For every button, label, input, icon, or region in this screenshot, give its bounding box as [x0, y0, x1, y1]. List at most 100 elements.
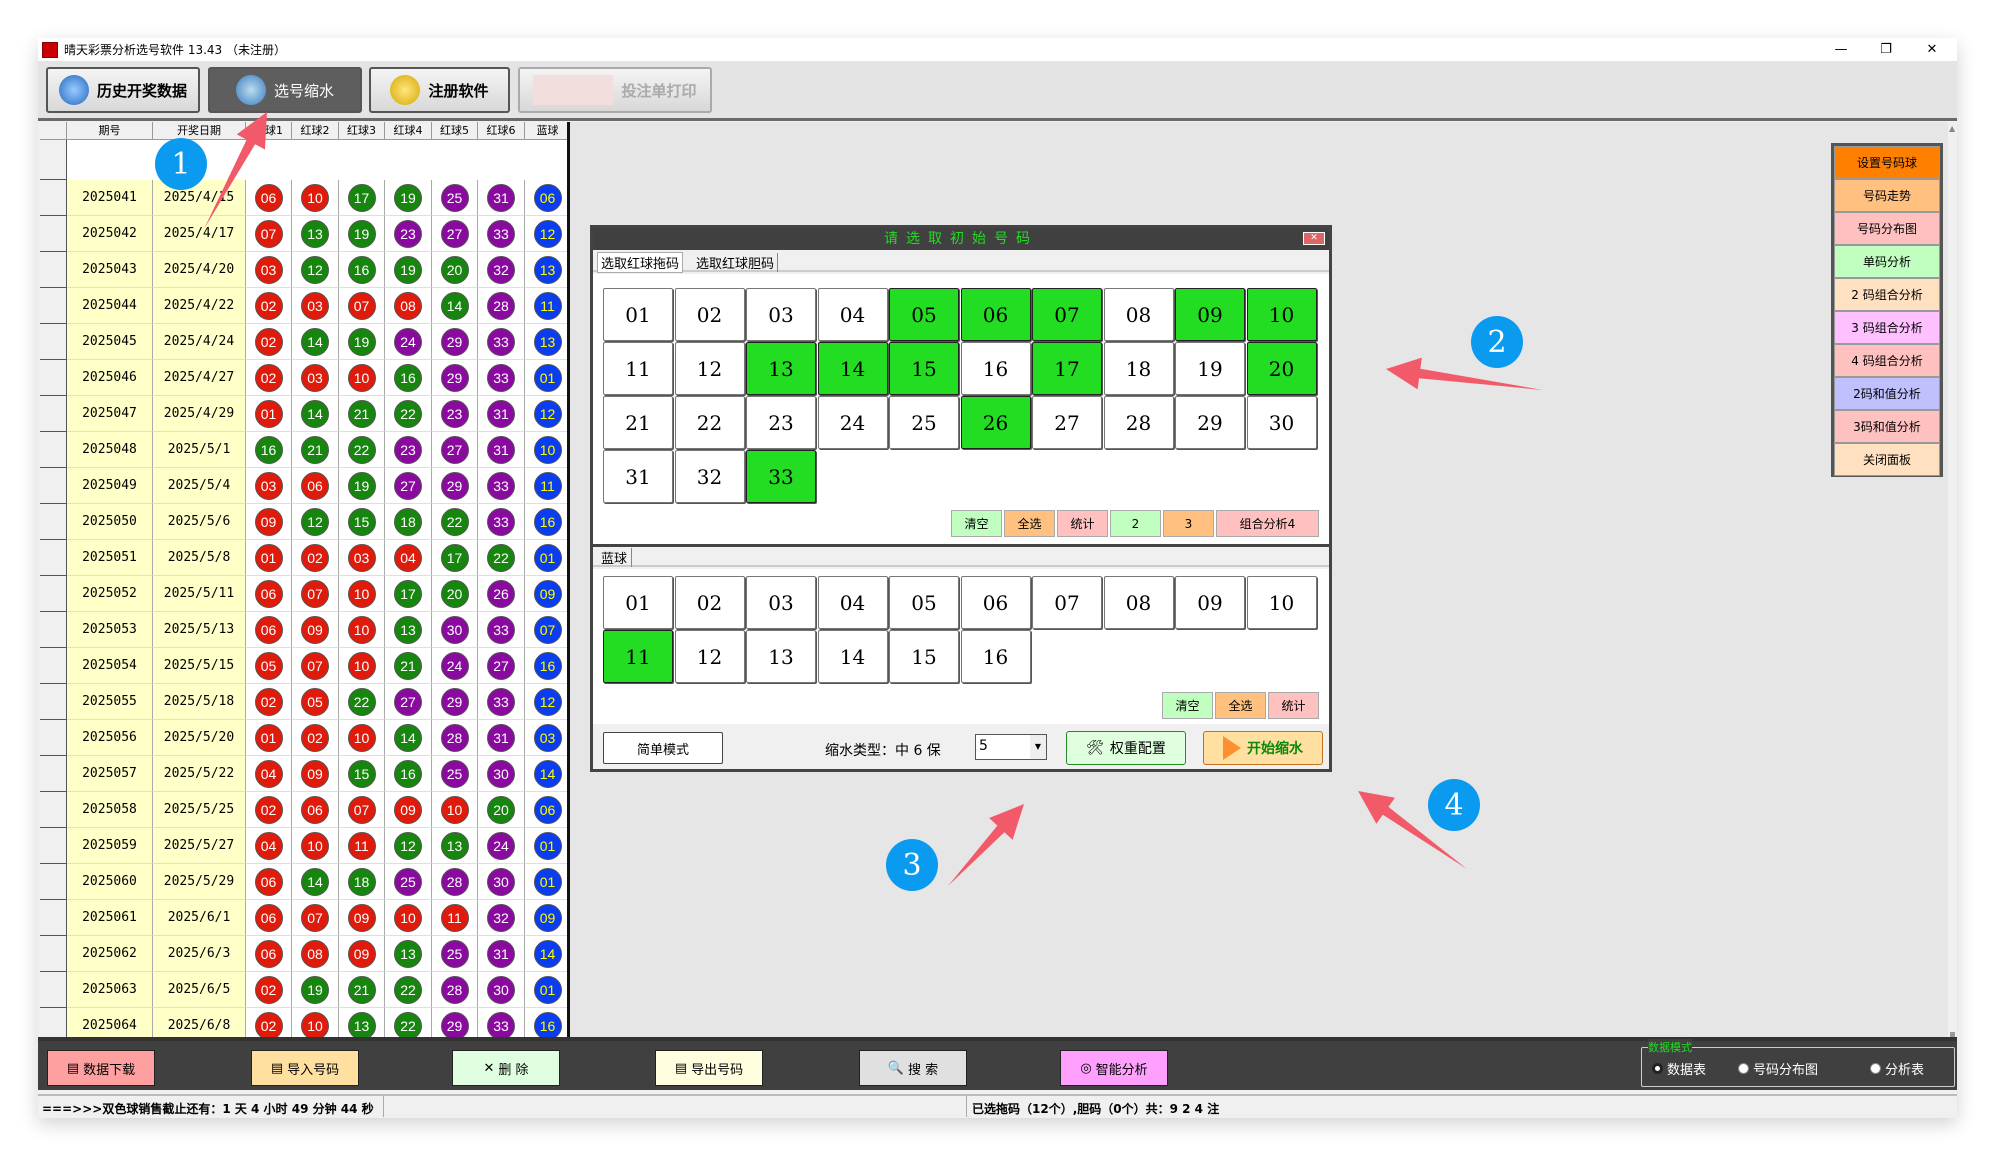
panel-button-0[interactable]: 设置号码球 [1834, 146, 1940, 179]
panel-button-1[interactable]: 号码走势 [1834, 179, 1940, 212]
data-mode-radio-1[interactable]: 号码分布图 [1738, 1059, 1818, 1078]
row-header[interactable] [40, 432, 67, 468]
tab-red-bank[interactable]: 选取红球胆码 [693, 253, 779, 272]
start-shrink-button[interactable]: 开始缩水 [1203, 731, 1323, 765]
blue-number-button[interactable]: 11 [603, 630, 673, 683]
red-number-button[interactable]: 15 [889, 342, 959, 395]
red-number-button[interactable]: 14 [817, 342, 888, 395]
blue-action-button[interactable]: 全选 [1215, 692, 1266, 719]
red-number-button[interactable]: 29 [1175, 396, 1245, 449]
red-action-button[interactable]: 统计 [1057, 510, 1108, 537]
panel-button-2[interactable]: 号码分布图 [1834, 212, 1940, 245]
red-number-button[interactable]: 09 [1175, 288, 1245, 341]
red-number-button[interactable]: 27 [1032, 396, 1102, 449]
radio-icon[interactable] [1870, 1063, 1881, 1074]
red-number-button[interactable]: 21 [603, 396, 673, 449]
row-header[interactable] [40, 612, 67, 648]
toolbar-button-1[interactable]: 选号缩水 [208, 67, 362, 113]
row-header[interactable] [40, 540, 67, 576]
blue-number-button[interactable]: 12 [674, 630, 745, 683]
bottom-button-0[interactable]: ▤ 数据下载 [47, 1050, 155, 1086]
red-action-button[interactable]: 清空 [951, 510, 1002, 537]
red-number-button[interactable]: 23 [746, 396, 816, 449]
red-number-button[interactable]: 05 [889, 288, 959, 341]
red-number-button[interactable]: 13 [746, 342, 816, 395]
row-header[interactable] [40, 900, 67, 936]
column-header[interactable]: 红球4 [385, 122, 432, 140]
data-mode-radio-2[interactable]: 分析表 [1870, 1059, 1924, 1078]
row-header[interactable] [40, 972, 67, 1008]
blue-action-button[interactable]: 统计 [1268, 692, 1319, 719]
red-number-button[interactable]: 28 [1103, 396, 1174, 449]
column-header[interactable]: 开奖日期 [153, 122, 246, 140]
red-number-button[interactable]: 01 [603, 288, 673, 341]
bottom-button-2[interactable]: ✕ 删 除 [452, 1050, 560, 1086]
row-header[interactable] [40, 684, 67, 720]
data-mode-radio-0[interactable]: 数据表 [1652, 1059, 1706, 1078]
panel-button-9[interactable]: 关闭面板 [1834, 443, 1940, 476]
shrink-value-select[interactable]: 5 ▼ [975, 734, 1047, 760]
blue-number-button[interactable]: 09 [1175, 576, 1245, 629]
red-number-button[interactable]: 18 [1103, 342, 1174, 395]
red-number-button[interactable]: 16 [960, 342, 1031, 395]
radio-icon[interactable] [1738, 1063, 1749, 1074]
blue-number-button[interactable]: 06 [960, 576, 1031, 629]
row-header[interactable] [40, 324, 67, 360]
red-action-button[interactable]: 2 [1110, 510, 1161, 537]
red-action-button[interactable]: 3 [1163, 510, 1214, 537]
blue-number-button[interactable]: 08 [1103, 576, 1174, 629]
row-header[interactable] [40, 792, 67, 828]
red-number-button[interactable]: 32 [674, 450, 745, 503]
red-action-button[interactable]: 组合分析4 [1216, 510, 1319, 537]
red-number-button[interactable]: 22 [674, 396, 745, 449]
red-number-button[interactable]: 07 [1032, 288, 1102, 341]
red-number-button[interactable]: 04 [817, 288, 888, 341]
simple-mode-button[interactable]: 简单模式 [603, 732, 723, 764]
row-header[interactable] [40, 864, 67, 900]
blue-number-button[interactable]: 07 [1032, 576, 1102, 629]
red-number-button[interactable]: 30 [1246, 396, 1317, 449]
row-header[interactable] [40, 648, 67, 684]
row-header[interactable] [40, 468, 67, 504]
red-number-button[interactable]: 17 [1032, 342, 1102, 395]
blue-action-button[interactable]: 清空 [1162, 692, 1213, 719]
panel-button-3[interactable]: 单码分析 [1834, 245, 1940, 278]
row-header[interactable] [40, 360, 67, 396]
column-header[interactable]: 红球3 [339, 122, 385, 140]
red-number-button[interactable]: 10 [1246, 288, 1317, 341]
panel-button-4[interactable]: 2 码组合分析 [1834, 278, 1940, 311]
red-number-button[interactable]: 08 [1103, 288, 1174, 341]
blue-number-button[interactable]: 04 [817, 576, 888, 629]
blue-number-button[interactable]: 15 [889, 630, 959, 683]
tab-red-drag[interactable]: 选取红球拖码 [597, 252, 684, 273]
row-header[interactable] [40, 288, 67, 324]
red-number-button[interactable]: 33 [746, 450, 816, 503]
row-header[interactable] [40, 252, 67, 288]
column-header[interactable]: 红球2 [292, 122, 339, 140]
red-number-button[interactable]: 06 [960, 288, 1031, 341]
weight-config-button[interactable]: 🛠 权重配置 [1066, 731, 1186, 765]
toolbar-button-3[interactable]: 投注单打印 [518, 67, 712, 113]
row-header[interactable] [40, 576, 67, 612]
panel-button-5[interactable]: 3 码组合分析 [1834, 311, 1940, 344]
blue-number-button[interactable]: 03 [746, 576, 816, 629]
restore-button[interactable]: ❐ [1880, 42, 1892, 57]
row-header[interactable] [40, 216, 67, 252]
blue-number-button[interactable]: 01 [603, 576, 673, 629]
red-number-button[interactable]: 03 [746, 288, 816, 341]
red-number-button[interactable]: 26 [960, 396, 1031, 449]
radio-icon[interactable] [1652, 1063, 1663, 1074]
red-number-button[interactable]: 12 [674, 342, 745, 395]
blue-number-button[interactable]: 05 [889, 576, 959, 629]
column-header[interactable]: 红球6 [478, 122, 525, 140]
toolbar-button-0[interactable]: 历史开奖数据 [46, 67, 200, 113]
red-action-button[interactable]: 全选 [1004, 510, 1055, 537]
blue-number-button[interactable]: 13 [746, 630, 816, 683]
red-number-button[interactable]: 02 [674, 288, 745, 341]
panel-button-7[interactable]: 2码和值分析 [1834, 377, 1940, 410]
column-header[interactable]: 期号 [67, 122, 153, 140]
blue-number-button[interactable]: 02 [674, 576, 745, 629]
red-number-button[interactable]: 19 [1175, 342, 1245, 395]
column-header[interactable]: 红球5 [432, 122, 478, 140]
row-header[interactable] [40, 936, 67, 972]
